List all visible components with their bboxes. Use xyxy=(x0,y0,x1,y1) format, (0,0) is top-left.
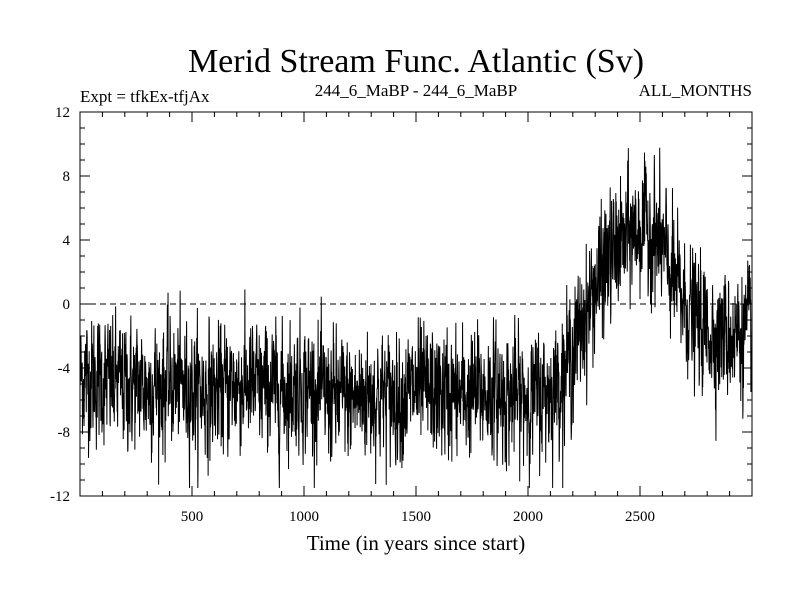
x-axis-label: Time (in years since start) xyxy=(307,531,526,555)
y-tick-label: 8 xyxy=(63,169,71,185)
x-tick-label: 500 xyxy=(181,509,204,525)
y-tick-label: 0 xyxy=(63,297,71,313)
chart-title: Merid Stream Func. Atlantic (Sv) xyxy=(188,43,644,80)
y-tick-label: -4 xyxy=(58,361,71,377)
axis-ticks xyxy=(80,112,752,496)
x-tick-label: 2000 xyxy=(513,509,543,525)
plot-frame xyxy=(79,111,753,497)
period-label: 244_6_MaBP - 244_6_MaBP xyxy=(315,81,517,100)
x-tick-label: 2500 xyxy=(625,509,655,525)
y-tick-label: -12 xyxy=(50,489,70,505)
y-tick-label: 4 xyxy=(63,233,71,249)
x-tick-labels: 500 1000 1500 2000 2500 xyxy=(181,509,655,525)
series-line xyxy=(79,147,753,489)
months-label: ALL_MONTHS xyxy=(639,81,752,100)
y-tick-label: -8 xyxy=(58,425,71,441)
x-tick-label: 1500 xyxy=(401,509,431,525)
experiment-label: Expt = tfkEx-tfjAx xyxy=(80,87,210,106)
y-tick-label: 12 xyxy=(55,105,70,121)
x-tick-label: 1000 xyxy=(289,509,319,525)
y-tick-labels: -12 -8 -4 0 4 8 12 xyxy=(50,105,71,505)
series-group xyxy=(79,147,753,489)
